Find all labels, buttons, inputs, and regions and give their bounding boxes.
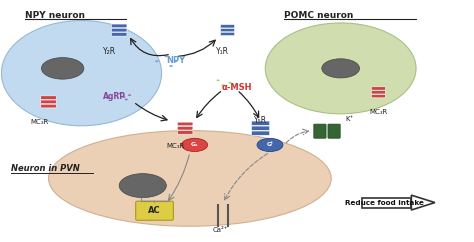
Ellipse shape [122,96,126,98]
FancyBboxPatch shape [371,94,385,98]
FancyBboxPatch shape [111,28,127,32]
Ellipse shape [48,131,331,226]
Text: AC: AC [148,206,161,215]
FancyBboxPatch shape [371,91,385,94]
Ellipse shape [221,84,225,86]
Text: K⁺: K⁺ [346,116,354,122]
Ellipse shape [265,23,416,114]
FancyBboxPatch shape [220,25,235,28]
Ellipse shape [125,99,128,100]
Ellipse shape [128,94,131,96]
Text: Y₅R: Y₅R [254,116,267,125]
FancyBboxPatch shape [220,28,235,32]
FancyBboxPatch shape [41,100,56,104]
FancyBboxPatch shape [177,122,193,126]
FancyBboxPatch shape [314,124,326,138]
FancyBboxPatch shape [252,121,270,125]
Text: Neuron in PVN: Neuron in PVN [11,164,80,173]
Ellipse shape [155,60,159,62]
Ellipse shape [41,58,84,79]
Polygon shape [411,195,435,210]
FancyBboxPatch shape [328,124,340,138]
Ellipse shape [257,138,283,151]
Ellipse shape [174,60,178,62]
FancyBboxPatch shape [111,32,127,36]
FancyBboxPatch shape [252,126,270,130]
Text: Reduce food intake: Reduce food intake [345,200,423,205]
Ellipse shape [217,79,220,81]
Ellipse shape [119,174,166,197]
Text: α-MSH: α-MSH [222,83,252,92]
FancyBboxPatch shape [252,131,270,135]
Text: Ca²⁺: Ca²⁺ [213,227,228,234]
Text: Gᴵ: Gᴵ [267,143,273,147]
Ellipse shape [322,59,359,78]
FancyBboxPatch shape [111,24,127,28]
Text: NPY: NPY [166,56,185,65]
Ellipse shape [182,138,208,151]
Text: Y₂R: Y₂R [103,47,116,56]
FancyBboxPatch shape [41,96,56,99]
FancyBboxPatch shape [177,126,193,130]
Text: MC₃R: MC₃R [167,143,185,149]
FancyBboxPatch shape [220,32,235,36]
FancyBboxPatch shape [371,87,385,90]
FancyBboxPatch shape [136,201,173,220]
FancyBboxPatch shape [41,104,56,108]
Text: Gₛ: Gₛ [191,143,198,147]
Ellipse shape [164,55,168,57]
FancyBboxPatch shape [362,197,411,208]
Text: POMC neuron: POMC neuron [284,11,354,20]
Ellipse shape [1,21,162,126]
Text: MC₃R: MC₃R [369,109,387,115]
Ellipse shape [118,93,122,94]
Text: NPY neuron: NPY neuron [25,11,85,20]
FancyBboxPatch shape [177,131,193,134]
Ellipse shape [169,65,173,67]
Text: MC₃R: MC₃R [30,119,48,125]
Text: AgRP: AgRP [103,92,126,101]
Text: Y₁R: Y₁R [216,47,229,56]
Ellipse shape [228,82,232,83]
